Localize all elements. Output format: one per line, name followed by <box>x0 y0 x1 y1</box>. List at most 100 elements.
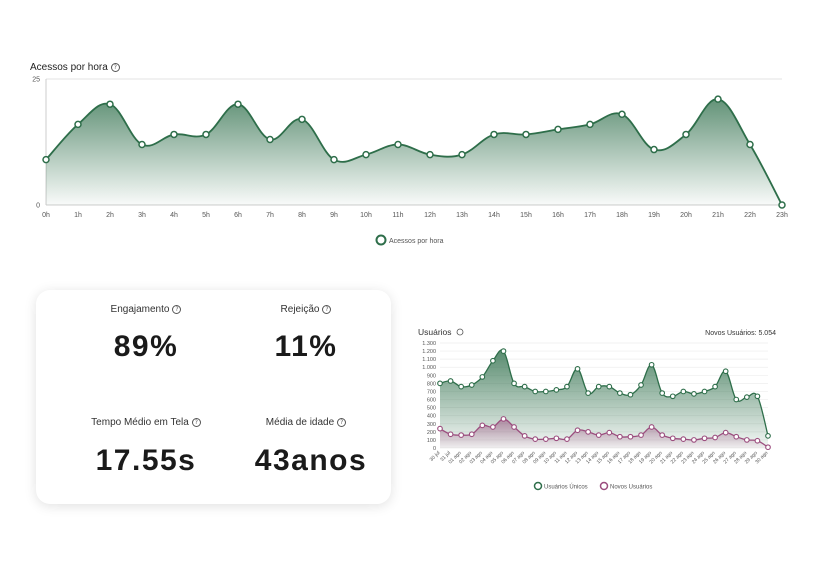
chart2-point-unique[interactable] <box>447 378 454 384</box>
chart2-point-new[interactable] <box>574 427 581 434</box>
chart2-point-new[interactable] <box>733 433 740 440</box>
chart1-point[interactable] <box>778 201 786 209</box>
chart2-point-unique[interactable] <box>564 383 570 390</box>
chart2-point-unique[interactable] <box>585 390 591 396</box>
chart1-point[interactable] <box>266 135 274 144</box>
chart1-point[interactable] <box>714 95 722 103</box>
chart1-point[interactable] <box>554 125 562 134</box>
chart2-point-unique[interactable] <box>754 393 761 400</box>
chart1-point[interactable] <box>586 120 594 129</box>
chart2-point-unique[interactable] <box>712 383 718 390</box>
chart2-legend-label-new[interactable]: Novos Usuários <box>610 485 652 491</box>
chart2-point-new[interactable] <box>437 425 443 432</box>
chart2-point-new[interactable] <box>659 432 666 438</box>
chart2-legend-label-unique[interactable]: Usuários Únicos <box>544 484 588 491</box>
chart1-point[interactable] <box>74 120 82 129</box>
chart2-point-new[interactable] <box>606 429 613 436</box>
chart2-point-new[interactable] <box>585 428 591 435</box>
chart2-point-new[interactable] <box>743 437 750 443</box>
chart2-point-new[interactable] <box>765 444 771 451</box>
help-icon[interactable]: ? <box>110 63 120 72</box>
chart2-point-unique[interactable] <box>500 348 507 354</box>
chart2-point-new[interactable] <box>691 437 697 443</box>
chart2-point-new[interactable] <box>669 435 676 442</box>
chart2-point-unique[interactable] <box>680 388 687 395</box>
help-icon[interactable]: ? <box>337 418 347 427</box>
chart2-legend-marker-new[interactable] <box>599 481 609 491</box>
chart2-point-unique[interactable] <box>659 390 666 396</box>
chart1-point[interactable] <box>458 150 466 159</box>
chart2-point-unique[interactable] <box>479 374 486 380</box>
help-icon[interactable]: ? <box>191 418 201 427</box>
chart2-point-new[interactable] <box>468 431 475 438</box>
chart2-point-new[interactable] <box>532 436 539 442</box>
chart2-point-new[interactable] <box>638 432 644 438</box>
chart2-point-unique[interactable] <box>521 383 528 390</box>
chart1-point[interactable] <box>746 140 754 149</box>
chart2-point-unique[interactable] <box>458 383 465 390</box>
chart2-point-new[interactable] <box>701 435 708 442</box>
chart2-point-unique[interactable] <box>722 368 729 375</box>
chart1-legend-label[interactable]: Acessos por hora <box>389 238 444 245</box>
chart2-point-new[interactable] <box>722 429 729 436</box>
chart2-legend-marker-unique[interactable] <box>533 481 543 491</box>
chart1-point[interactable] <box>298 115 306 124</box>
chart2-point-unique[interactable] <box>606 383 613 390</box>
chart2-point-unique[interactable] <box>490 357 496 364</box>
chart1-point[interactable] <box>42 155 50 164</box>
chart1-point[interactable] <box>490 130 498 139</box>
chart1-point[interactable] <box>202 130 210 139</box>
help-icon[interactable] <box>456 328 464 336</box>
chart2-point-new[interactable] <box>447 431 454 438</box>
chart2-point-unique[interactable] <box>468 382 475 388</box>
chart2-point-unique[interactable] <box>701 388 708 395</box>
chart2-point-new[interactable] <box>648 424 655 430</box>
chart1-point[interactable] <box>650 145 658 154</box>
chart2-point-new[interactable] <box>754 437 761 444</box>
chart1-point[interactable] <box>234 100 242 108</box>
chart1-point[interactable] <box>426 150 434 159</box>
chart2-point-new[interactable] <box>458 432 465 438</box>
chart2-point-unique[interactable] <box>574 365 581 372</box>
chart2-point-new[interactable] <box>521 433 528 439</box>
chart1-legend-marker[interactable] <box>375 234 387 246</box>
chart2-point-new[interactable] <box>479 422 486 429</box>
chart2-point-new[interactable] <box>712 434 718 441</box>
chart2-point-unique[interactable] <box>733 396 740 403</box>
chart2-point-unique[interactable] <box>691 391 697 397</box>
chart1-point[interactable] <box>522 130 530 139</box>
chart2-point-new[interactable] <box>553 435 560 442</box>
chart2-point-unique[interactable] <box>553 386 560 393</box>
chart2-point-unique[interactable] <box>648 361 655 368</box>
chart2-point-unique[interactable] <box>542 388 549 395</box>
chart2-point-new[interactable] <box>617 433 623 440</box>
chart2-point-new[interactable] <box>490 424 496 430</box>
chart1-point[interactable] <box>618 110 626 119</box>
chart1-point[interactable] <box>330 155 338 164</box>
chart2-point-unique[interactable] <box>595 383 602 390</box>
chart1-point[interactable] <box>362 150 370 159</box>
chart1-point[interactable] <box>394 140 402 149</box>
chart2-point-unique[interactable] <box>638 382 644 388</box>
chart2-point-unique[interactable] <box>511 380 517 387</box>
chart2-point-new[interactable] <box>500 416 507 422</box>
chart2-point-unique[interactable] <box>532 388 539 395</box>
chart2-point-new[interactable] <box>595 432 602 438</box>
chart2-point-new[interactable] <box>680 436 687 442</box>
chart1-point[interactable] <box>106 100 114 108</box>
chart2-point-new[interactable] <box>542 436 549 442</box>
chart1-point[interactable] <box>170 130 178 139</box>
chart2-point-unique[interactable] <box>617 390 623 396</box>
chart2-point-unique[interactable] <box>627 391 634 398</box>
chart2-point-unique[interactable] <box>669 393 676 400</box>
chart2-point-unique[interactable] <box>437 380 443 387</box>
chart2-point-new[interactable] <box>564 436 570 442</box>
chart1-point[interactable] <box>138 140 146 149</box>
chart2-point-unique[interactable] <box>765 433 771 439</box>
help-icon[interactable]: ? <box>322 305 332 314</box>
chart2-point-new[interactable] <box>511 424 517 430</box>
chart2-point-unique[interactable] <box>743 394 750 400</box>
chart2-point-new[interactable] <box>627 433 634 440</box>
chart1-point[interactable] <box>682 130 690 139</box>
help-icon[interactable]: ? <box>172 305 182 314</box>
